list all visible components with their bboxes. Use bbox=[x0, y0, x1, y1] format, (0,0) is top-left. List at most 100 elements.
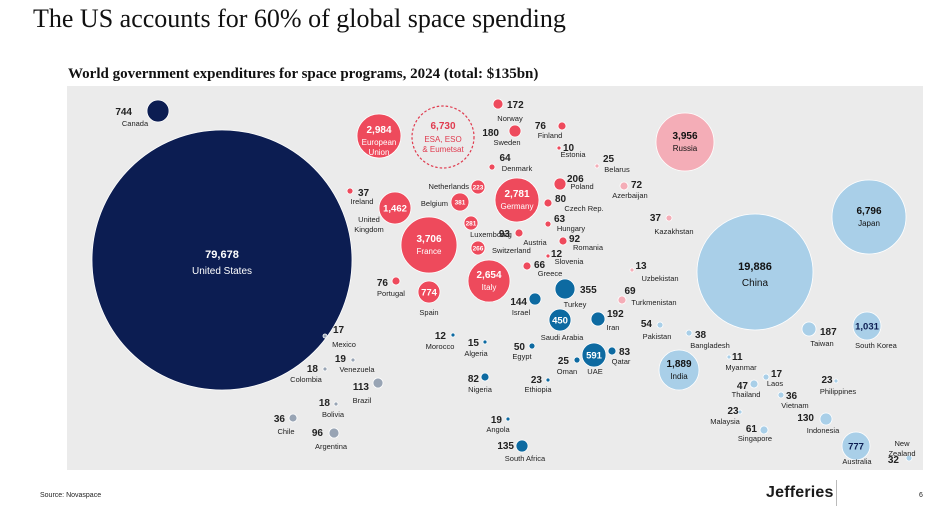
bubble-czech-rep bbox=[543, 198, 553, 208]
value-label-uae: 591 bbox=[586, 351, 603, 362]
bubble-spain bbox=[417, 280, 441, 304]
value-label-norway: 172 bbox=[507, 100, 524, 111]
country-label-new-zealand: New bbox=[894, 439, 910, 448]
country-label-belarus: Belarus bbox=[604, 165, 630, 174]
value-label-belgium: 381 bbox=[455, 200, 466, 207]
value-label-france: 3,706 bbox=[416, 234, 441, 245]
bubble-philippines bbox=[833, 378, 839, 384]
country-label-ireland: Ireland bbox=[351, 197, 374, 206]
country-label-vietnam: Vietnam bbox=[781, 401, 808, 410]
country-label-netherlands: Netherlands bbox=[429, 182, 470, 191]
country-label-romania: Romania bbox=[573, 243, 604, 252]
bubble-israel bbox=[528, 292, 542, 306]
country-label-finland: Finland bbox=[538, 131, 563, 140]
bubble-european-union bbox=[356, 113, 402, 159]
country-label-luxembourg: Luxembourg bbox=[470, 230, 512, 239]
bubble-russia bbox=[655, 112, 715, 172]
bubble-thailand bbox=[749, 379, 759, 389]
bubble-netherlands bbox=[470, 179, 486, 195]
country-label-esa-eso-eumetsat: & Eumetsat bbox=[422, 145, 464, 154]
country-label-italy: Italy bbox=[482, 283, 497, 292]
country-label-bolivia: Bolivia bbox=[322, 410, 345, 419]
bubble-denmark bbox=[488, 163, 496, 171]
country-label-azerbaijan: Azerbaijan bbox=[612, 191, 647, 200]
country-label-myanmar: Myanmar bbox=[725, 363, 757, 372]
bubble-indonesia bbox=[819, 412, 833, 426]
chart-title: World government expenditures for space … bbox=[68, 66, 539, 82]
value-label-laos: 17 bbox=[771, 369, 783, 380]
value-label-czech-rep: 80 bbox=[555, 194, 567, 205]
country-label-angola: Angola bbox=[486, 425, 510, 434]
bubble-finland bbox=[557, 121, 567, 131]
bubble-norway bbox=[492, 98, 504, 110]
country-label-france: France bbox=[417, 247, 442, 256]
value-label-vietnam: 36 bbox=[786, 391, 798, 402]
value-label-singapore: 61 bbox=[746, 424, 758, 435]
bubble-portugal bbox=[391, 276, 401, 286]
country-label-denmark: Denmark bbox=[502, 164, 533, 173]
value-label-australia: 777 bbox=[848, 442, 864, 453]
country-label-european-union: European bbox=[362, 138, 397, 147]
country-label-singapore: Singapore bbox=[738, 434, 772, 443]
value-label-myanmar: 11 bbox=[732, 352, 743, 363]
value-label-united-kingdom: 1,462 bbox=[383, 204, 407, 215]
country-label-greece: Greece bbox=[538, 269, 563, 278]
bubble-japan bbox=[831, 179, 907, 255]
bubble-bolivia bbox=[333, 401, 339, 407]
value-label-india: 1,889 bbox=[666, 359, 691, 370]
bubble-vietnam bbox=[777, 391, 785, 399]
value-label-algeria: 15 bbox=[468, 338, 480, 349]
value-label-netherlands: 223 bbox=[473, 185, 484, 192]
value-label-turkmenistan: 69 bbox=[624, 286, 636, 297]
value-label-egypt: 50 bbox=[514, 342, 526, 353]
country-label-brazil: Brazil bbox=[353, 396, 372, 405]
bubble-canada bbox=[146, 99, 170, 123]
country-label-turkey: Turkey bbox=[564, 300, 587, 309]
bubble-united-kingdom bbox=[378, 191, 412, 225]
country-label-kazakhstan: Kazakhstan bbox=[654, 227, 693, 236]
bubble-mexico bbox=[322, 333, 328, 339]
country-label-united-kingdom: Kingdom bbox=[354, 225, 384, 234]
brand-divider bbox=[836, 480, 837, 506]
country-label-russia: Russia bbox=[673, 144, 698, 153]
value-label-greece: 66 bbox=[534, 260, 546, 271]
value-label-mexico: 17 bbox=[333, 325, 345, 336]
bubble-saudi-arabia bbox=[548, 308, 572, 332]
value-label-russia: 3,956 bbox=[672, 131, 697, 142]
value-label-chile: 36 bbox=[274, 414, 286, 425]
country-label-algeria: Algeria bbox=[464, 349, 488, 358]
value-label-bangladesh: 38 bbox=[695, 330, 707, 341]
country-label-iran: Iran bbox=[607, 323, 620, 332]
brand-logo: Jefferies bbox=[766, 484, 834, 501]
value-label-switzerland: 266 bbox=[473, 246, 484, 253]
country-label-india: India bbox=[670, 372, 688, 381]
country-label-germany: Germany bbox=[501, 202, 534, 211]
value-label-poland: 206 bbox=[567, 174, 584, 185]
value-label-portugal: 76 bbox=[377, 278, 389, 289]
value-label-thailand: 47 bbox=[737, 381, 749, 392]
bubble-belarus bbox=[594, 163, 600, 169]
value-label-sweden: 180 bbox=[482, 128, 499, 139]
country-label-sweden: Sweden bbox=[493, 138, 520, 147]
bubble-iran bbox=[590, 311, 606, 327]
bubble-ireland bbox=[346, 187, 354, 195]
country-label-taiwan: Taiwan bbox=[810, 339, 833, 348]
value-label-oman: 25 bbox=[558, 356, 570, 367]
country-label-qatar: Qatar bbox=[612, 357, 631, 366]
value-label-germany: 2,781 bbox=[504, 189, 529, 200]
value-label-indonesia: 130 bbox=[797, 413, 814, 424]
value-label-ireland: 37 bbox=[358, 188, 370, 199]
bubble-oman bbox=[573, 356, 581, 364]
value-label-malaysia: 23 bbox=[727, 406, 739, 417]
country-label-oman: Oman bbox=[557, 367, 577, 376]
bubble-greece bbox=[522, 261, 532, 271]
value-label-brazil: 113 bbox=[353, 382, 370, 393]
country-label-pakistan: Pakistan bbox=[643, 332, 672, 341]
value-label-morocco: 12 bbox=[435, 331, 447, 342]
country-label-hungary: Hungary bbox=[557, 224, 586, 233]
value-label-romania: 92 bbox=[569, 234, 581, 245]
value-label-azerbaijan: 72 bbox=[631, 180, 643, 191]
bubble-venezuela bbox=[350, 357, 356, 363]
country-label-laos: Laos bbox=[767, 379, 784, 388]
bubble-chile bbox=[288, 413, 298, 423]
